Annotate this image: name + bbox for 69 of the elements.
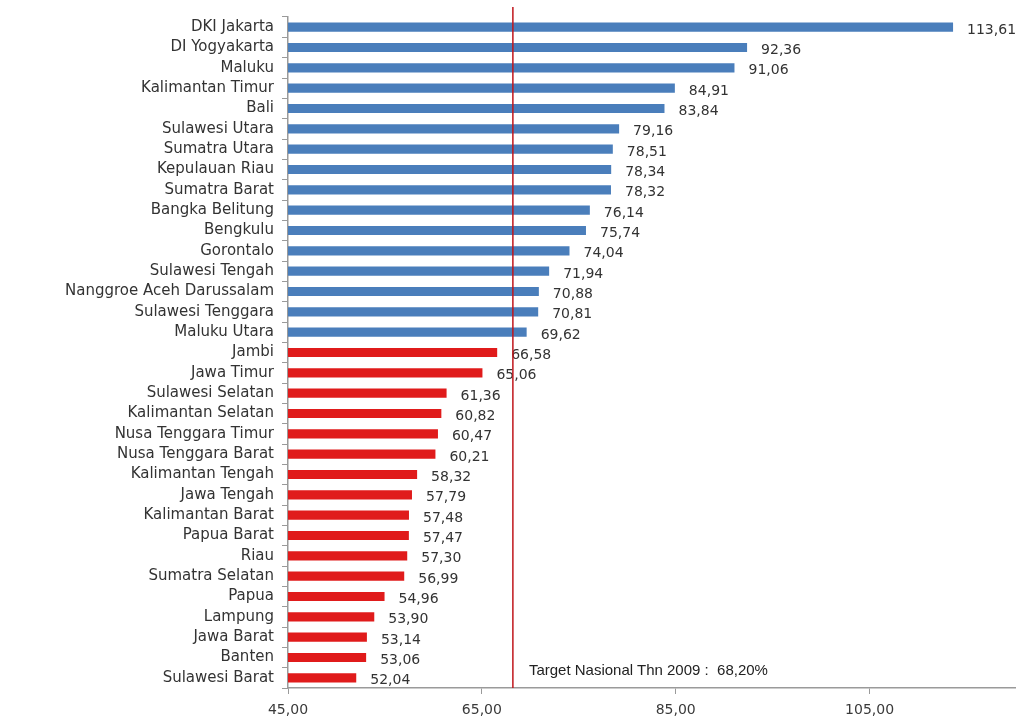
data-label: 70,81 [552,305,593,322]
data-label: 60,47 [451,427,493,444]
y-tick-label: Nusa Tenggara Timur [114,423,275,442]
y-tick-label: Gorontalo [200,240,274,259]
data-label: 71,94 [563,264,604,281]
data-label: 69,62 [540,325,581,342]
y-tick-label: Kalimantan Timur [141,78,275,97]
y-tick-label: Maluku [220,57,274,76]
y-tick-label: Nusa Tenggara Barat [117,444,275,463]
data-label: 79,16 [633,122,674,139]
x-tick-label: 65,00 [461,701,502,718]
data-label: 60,21 [449,447,490,464]
y-tick-label: DI Yogyakarta [170,37,274,56]
data-label: 61,36 [460,386,501,403]
y-tick-label: Nanggroe Aceh Darussalam [65,281,274,300]
data-label: 58,32 [431,468,472,485]
y-tick-label: DKI Jakarta [190,17,274,36]
data-label: 76,14 [603,203,645,220]
data-label: 57,30 [421,549,462,566]
y-tick-label: Papua [228,586,274,605]
data-label: 74,04 [583,244,624,261]
y-tick-label: Sulawesi Selatan [146,383,274,402]
y-tick-label: Jawa Barat [192,627,275,646]
y-tick-label: Jambi [231,342,274,361]
y-tick-label: Sumatra Barat [164,179,275,198]
y-tick-label: Bengkulu [204,220,274,239]
data-label: 75,74 [599,224,641,241]
data-label: 53,90 [388,610,429,627]
y-tick-label: Banten [220,647,274,666]
data-label: 56,99 [418,569,459,586]
x-tick-label: 85,00 [655,701,696,718]
data-label: 57,79 [425,488,467,505]
data-label: 84,91 [688,81,729,98]
data-label: 60,82 [455,407,496,424]
y-tick-label: Jawa Tengah [179,484,274,503]
data-label: 57,48 [422,508,464,525]
data-label: 78,34 [625,163,666,180]
y-tick-label: Bali [246,98,274,117]
y-tick-label: Sulawesi Tengah [149,261,274,280]
y-tick-label: Bangka Belitung [150,200,274,219]
data-label: 78,32 [624,183,666,200]
y-tick-label: Riau [240,545,274,564]
x-tick-label: 105,00 [845,701,895,718]
data-label: 83,84 [678,102,719,119]
y-tick-label: Sumatra Utara [163,139,274,158]
data-label: 113,61 [967,20,1017,37]
y-tick-label: Kalimantan Selatan [127,403,274,422]
ref-line-label: Target Nasional Thn 2009 : 68,20% [528,661,768,679]
data-label: 57,47 [422,529,463,546]
data-label: 53,14 [380,630,422,647]
x-tick-label: 45,00 [267,701,309,718]
y-tick-label: Maluku Utara [174,322,274,341]
y-tick-label: Papua Barat [182,525,275,544]
data-label: 52,04 [370,671,411,688]
y-tick-label: Kalimantan Barat [143,505,275,524]
data-label: 91,06 [748,61,789,78]
data-label: 70,88 [552,285,593,302]
y-tick-label: Sulawesi Utara [161,118,274,137]
y-tick-label: Lampung [203,606,274,625]
data-label: 54,96 [398,590,439,607]
y-tick-label: Kalimantan Tengah [130,464,274,483]
data-label: 78,51 [626,142,667,159]
data-label: 53,06 [380,651,421,668]
y-tick-label: Jawa Timur [190,362,275,381]
y-tick-label: Sulawesi Barat [162,667,275,686]
y-tick-label: Sulawesi Tenggara [134,301,274,320]
y-tick-label: Sumatra Selatan [148,566,274,585]
y-tick-label: Kepulauan Riau [157,159,274,178]
data-label: 92,36 [761,41,802,58]
